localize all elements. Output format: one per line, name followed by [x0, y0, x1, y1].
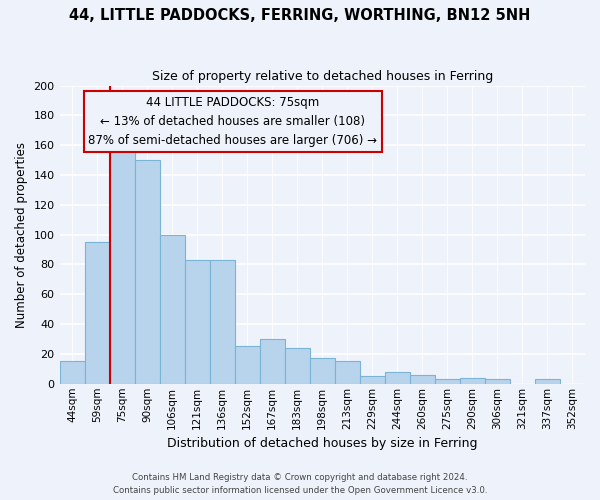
Bar [235, 346, 260, 384]
Bar [360, 376, 385, 384]
Bar [85, 242, 110, 384]
Bar [435, 380, 460, 384]
Text: Contains HM Land Registry data © Crown copyright and database right 2024.
Contai: Contains HM Land Registry data © Crown c… [113, 474, 487, 495]
Bar [110, 148, 134, 384]
Bar [134, 160, 160, 384]
X-axis label: Distribution of detached houses by size in Ferring: Distribution of detached houses by size … [167, 437, 478, 450]
Text: 44, LITTLE PADDOCKS, FERRING, WORTHING, BN12 5NH: 44, LITTLE PADDOCKS, FERRING, WORTHING, … [70, 8, 530, 22]
Bar [535, 380, 560, 384]
Bar [335, 362, 360, 384]
Title: Size of property relative to detached houses in Ferring: Size of property relative to detached ho… [152, 70, 493, 83]
Bar [310, 358, 335, 384]
Bar [185, 260, 209, 384]
Text: 44 LITTLE PADDOCKS: 75sqm
← 13% of detached houses are smaller (108)
87% of semi: 44 LITTLE PADDOCKS: 75sqm ← 13% of detac… [88, 96, 377, 147]
Bar [260, 339, 285, 384]
Bar [460, 378, 485, 384]
Bar [160, 234, 185, 384]
Bar [385, 372, 410, 384]
Y-axis label: Number of detached properties: Number of detached properties [15, 142, 28, 328]
Bar [485, 380, 510, 384]
Bar [285, 348, 310, 384]
Bar [59, 362, 85, 384]
Bar [410, 375, 435, 384]
Bar [209, 260, 235, 384]
